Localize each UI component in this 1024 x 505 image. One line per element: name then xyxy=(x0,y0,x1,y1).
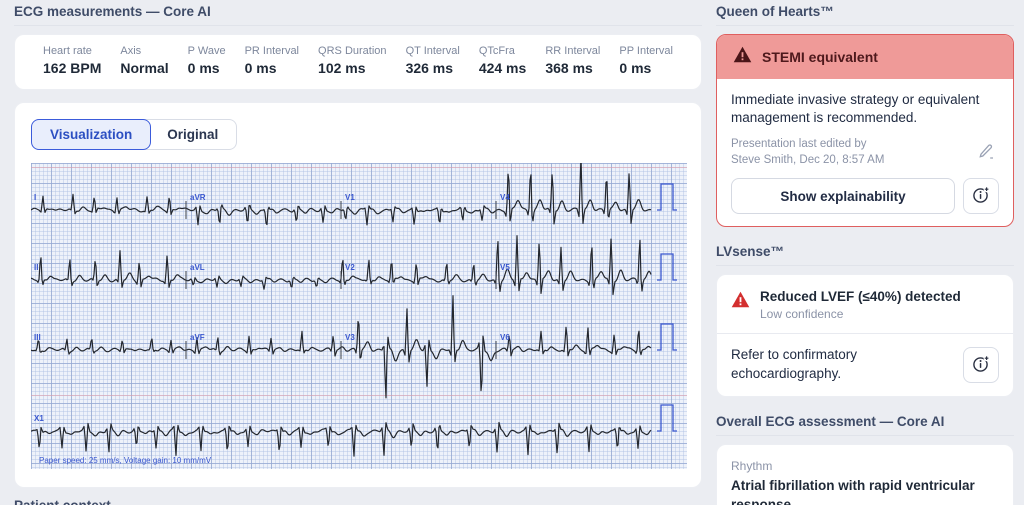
ecg-caption: Paper speed: 25 mm/s, Voltage gain: 10 m… xyxy=(39,456,212,465)
overall-assessment-title: Overall ECG assessment — Core AI xyxy=(716,414,1014,437)
info-sparkle-icon xyxy=(971,185,991,208)
measurement-pp-interval: PP Interval 0 ms xyxy=(619,45,673,76)
svg-text:X1: X1 xyxy=(34,414,44,423)
measurement-qrs-duration: QRS Duration 102 ms xyxy=(318,45,386,76)
measurement-axis: Axis Normal xyxy=(120,45,168,76)
lvef-finding-text: Reduced LVEF (≤40%) detected xyxy=(760,289,961,305)
edit-presentation-button[interactable] xyxy=(973,140,999,166)
svg-text:V3: V3 xyxy=(345,333,355,342)
svg-text:V6: V6 xyxy=(500,333,510,342)
measurement-value: 102 ms xyxy=(318,60,366,76)
divider xyxy=(717,333,1013,335)
queen-of-hearts-title: Queen of Hearts™ xyxy=(716,4,1014,26)
measurement-value: 424 ms xyxy=(478,60,527,76)
qoh-actions-row: Show explainability xyxy=(731,178,999,215)
last-edited-line1: Presentation last edited by xyxy=(731,138,867,151)
recommendation-text: Immediate invasive strategy or equivalen… xyxy=(731,92,980,126)
stemi-alert-body: Immediate invasive strategy or equivalen… xyxy=(717,79,1013,226)
stemi-alert-header: STEMI equivalent xyxy=(717,35,1013,79)
last-edited-text: Presentation last edited by Steve Smith,… xyxy=(731,137,884,168)
info-sparkle-icon xyxy=(971,354,991,377)
measurement-rr-interval: RR Interval 368 ms xyxy=(545,45,600,76)
lvsense-action-text: Refer to confirmatory echocardiography. xyxy=(731,347,858,382)
lvsense-title: LVsense™ xyxy=(716,244,1014,267)
measurement-qtcfra: QTcFra 424 ms xyxy=(479,45,526,76)
right-column: Queen of Hearts™ STEMI equivalent Immedi… xyxy=(716,4,1014,505)
svg-text:I: I xyxy=(34,193,36,202)
last-edited-line2: Steve Smith, Dec 20, 8:57 AM xyxy=(731,153,885,166)
svg-text:II: II xyxy=(34,263,38,272)
qoh-info-button[interactable] xyxy=(963,178,999,215)
measurement-heart-rate: Heart rate 162 BPM xyxy=(43,45,101,76)
svg-text:V4: V4 xyxy=(500,193,510,202)
measurement-label: QTcFra xyxy=(478,45,515,57)
patient-context-heading: Patient context xyxy=(14,498,702,505)
lvsense-card: Reduced LVEF (≤40%) detected Low confide… xyxy=(716,274,1014,398)
show-explainability-button[interactable]: Show explainability xyxy=(731,178,955,215)
measurement-value: 0 ms xyxy=(187,60,220,76)
measurement-value: Normal xyxy=(120,60,169,76)
measurement-p-wave: P Wave 0 ms xyxy=(188,45,226,76)
assessment-card: Rhythm Atrial fibrillation with rapid ve… xyxy=(716,444,1014,505)
svg-text:aVF: aVF xyxy=(190,333,205,342)
rhythm-label: Rhythm xyxy=(731,459,773,474)
measurement-label: QRS Duration xyxy=(318,45,387,57)
measurement-value: 0 ms xyxy=(244,60,277,76)
measurement-label: P Wave xyxy=(187,45,226,57)
measurement-label: PP Interval xyxy=(619,45,673,57)
warning-triangle-icon xyxy=(733,46,752,68)
svg-text:V2: V2 xyxy=(345,263,355,272)
stemi-alert-label: STEMI equivalent xyxy=(762,49,878,65)
view-tabs: Visualization Original xyxy=(31,119,685,150)
lvsense-info-button[interactable] xyxy=(963,347,999,384)
svg-text:V1: V1 xyxy=(345,193,355,202)
last-edited-row: Presentation last edited by Steve Smith,… xyxy=(731,137,999,168)
tab-visualization[interactable]: Visualization xyxy=(31,119,152,150)
stemi-alert-card: STEMI equivalent Immediate invasive stra… xyxy=(716,34,1014,228)
measurement-value: 0 ms xyxy=(619,60,652,76)
measurement-qt-interval: QT Interval 326 ms xyxy=(406,45,460,76)
pencil-icon xyxy=(977,142,995,163)
measurement-label: RR Interval xyxy=(545,45,601,57)
ecg-measurements-title: ECG measurements — Core AI xyxy=(14,4,702,26)
red-warning-triangle-icon xyxy=(731,289,750,313)
svg-text:aVL: aVL xyxy=(190,263,205,272)
tab-original[interactable]: Original xyxy=(145,119,238,150)
lvsense-finding-texts: Reduced LVEF (≤40%) detected Low confide… xyxy=(760,289,961,321)
svg-text:aVR: aVR xyxy=(190,193,206,202)
measurement-pr-interval: PR Interval 0 ms xyxy=(245,45,299,76)
measurement-label: PR Interval xyxy=(244,45,300,57)
measurement-value: 162 BPM xyxy=(43,60,102,76)
left-column: ECG measurements — Core AI Heart rate 162… xyxy=(14,4,702,505)
measurement-label: QT Interval xyxy=(405,45,460,57)
lvsense-action-row: Refer to confirmatory echocardiography. xyxy=(717,334,1013,396)
svg-text:III: III xyxy=(34,333,41,342)
svg-text:V5: V5 xyxy=(500,263,510,272)
measurement-label: Axis xyxy=(120,45,142,57)
measurement-value: 326 ms xyxy=(405,60,454,76)
rhythm-value: Atrial fibrillation with rapid ventricul… xyxy=(731,478,975,505)
measurement-label: Heart rate xyxy=(43,45,92,57)
measurements-card: Heart rate 162 BPM Axis Normal P Wave 0 ms PR … xyxy=(14,34,702,90)
confidence-text: Low confidence xyxy=(760,307,844,322)
measurement-value: 368 ms xyxy=(545,60,593,76)
lvsense-finding-row: Reduced LVEF (≤40%) detected Low confide… xyxy=(717,275,1013,333)
